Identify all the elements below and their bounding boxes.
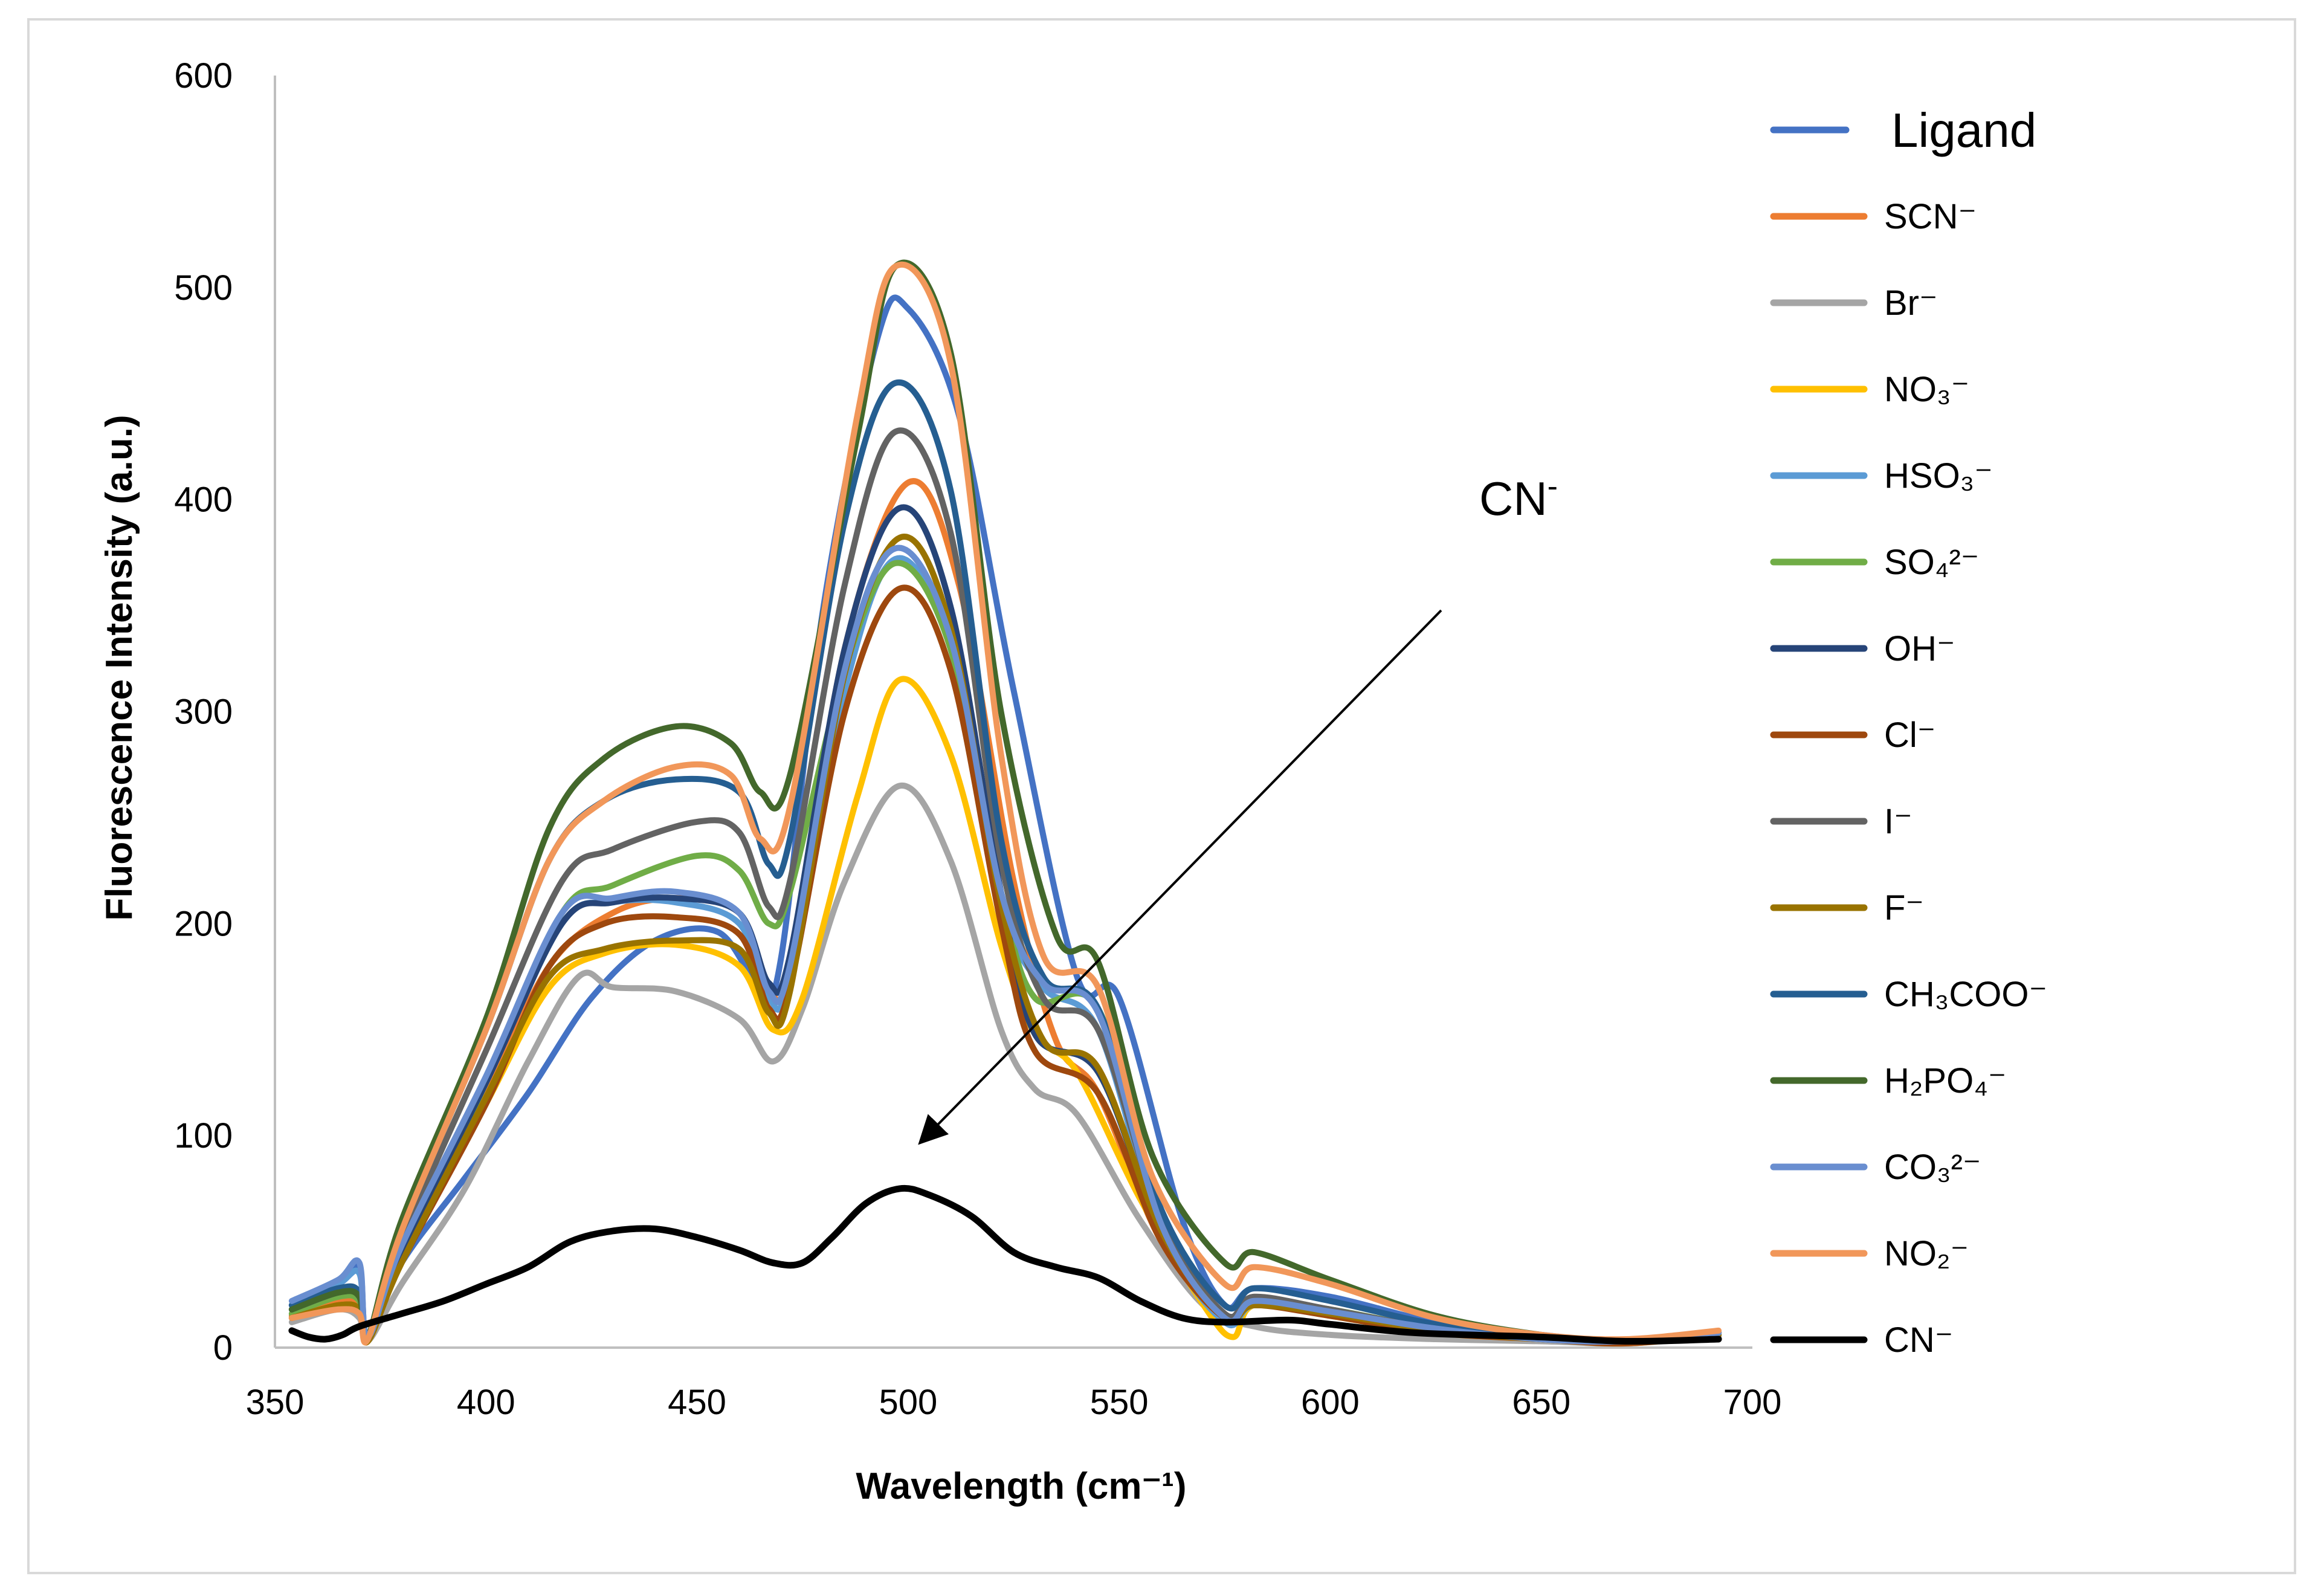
legend-label: CO₃²⁻ — [1884, 1148, 1981, 1187]
series-line-14 — [288, 261, 1722, 1346]
annotation-label: CN- — [1479, 469, 1558, 525]
legend-label: Cl⁻ — [1884, 716, 1935, 755]
legend-label: OH⁻ — [1884, 629, 1955, 668]
series-line-15 — [288, 1184, 1722, 1345]
legend: Ligand SCN⁻ Br⁻ NO₃⁻ HSO₃⁻ SO₄²⁻ OH⁻ Cl⁻ I⁻ F⁻ CH₃… — [1770, 103, 2047, 1360]
x-tick-labels: 350 400 450 500 550 600 650 700 — [246, 1383, 1782, 1422]
x-tick-label: 700 — [1723, 1383, 1782, 1422]
series-line-9 — [288, 427, 1722, 1345]
legend-label: F⁻ — [1884, 888, 1924, 928]
legend-label: NO₃⁻ — [1884, 370, 1969, 409]
series-line-1 — [288, 294, 1722, 1345]
legend-label: CH₃COO⁻ — [1884, 975, 2047, 1014]
annotation: CN- — [918, 469, 1558, 1145]
y-tick-label: 300 — [174, 693, 233, 732]
y-tick-label: 0 — [213, 1328, 233, 1368]
axes — [274, 76, 1752, 1349]
legend-label: HSO₃⁻ — [1884, 456, 1993, 496]
x-axis-title: Wavelength (cm⁻¹) — [856, 1465, 1186, 1507]
x-tick-label: 600 — [1301, 1383, 1360, 1422]
y-tick-label: 500 — [174, 268, 233, 308]
annotation-arrow — [918, 609, 1442, 1145]
series-line-3 — [288, 783, 1722, 1347]
x-tick-label: 400 — [457, 1383, 515, 1422]
series-line-12 — [288, 259, 1722, 1345]
x-tick-label: 450 — [668, 1383, 726, 1422]
legend-label: SCN⁻ — [1884, 197, 1977, 236]
y-axis-title: Fluorescence Intensity (a.u.) — [98, 415, 140, 920]
x-tick-label: 650 — [1512, 1383, 1570, 1422]
y-tick-label: 600 — [174, 56, 233, 95]
series-lines — [288, 259, 1722, 1347]
y-tick-label: 200 — [174, 904, 233, 943]
x-tick-label: 500 — [879, 1383, 937, 1422]
y-tick-labels: 0 100 200 300 400 500 600 — [174, 56, 233, 1368]
legend-label: SO₄²⁻ — [1884, 543, 1979, 582]
legend-label: Br⁻ — [1884, 283, 1938, 323]
series-line-13 — [288, 544, 1722, 1345]
legend-label: I⁻ — [1884, 802, 1912, 841]
series-line-11 — [288, 379, 1722, 1345]
legend-label: NO₂⁻ — [1884, 1234, 1969, 1273]
legend-label: CN⁻ — [1884, 1320, 1953, 1360]
y-tick-label: 100 — [174, 1116, 233, 1155]
x-tick-label: 350 — [246, 1383, 305, 1422]
y-tick-label: 400 — [174, 480, 233, 520]
legend-label: H₂PO₄⁻ — [1884, 1061, 2007, 1100]
x-tick-label: 550 — [1090, 1383, 1149, 1422]
legend-label: Ligand — [1891, 103, 2036, 157]
